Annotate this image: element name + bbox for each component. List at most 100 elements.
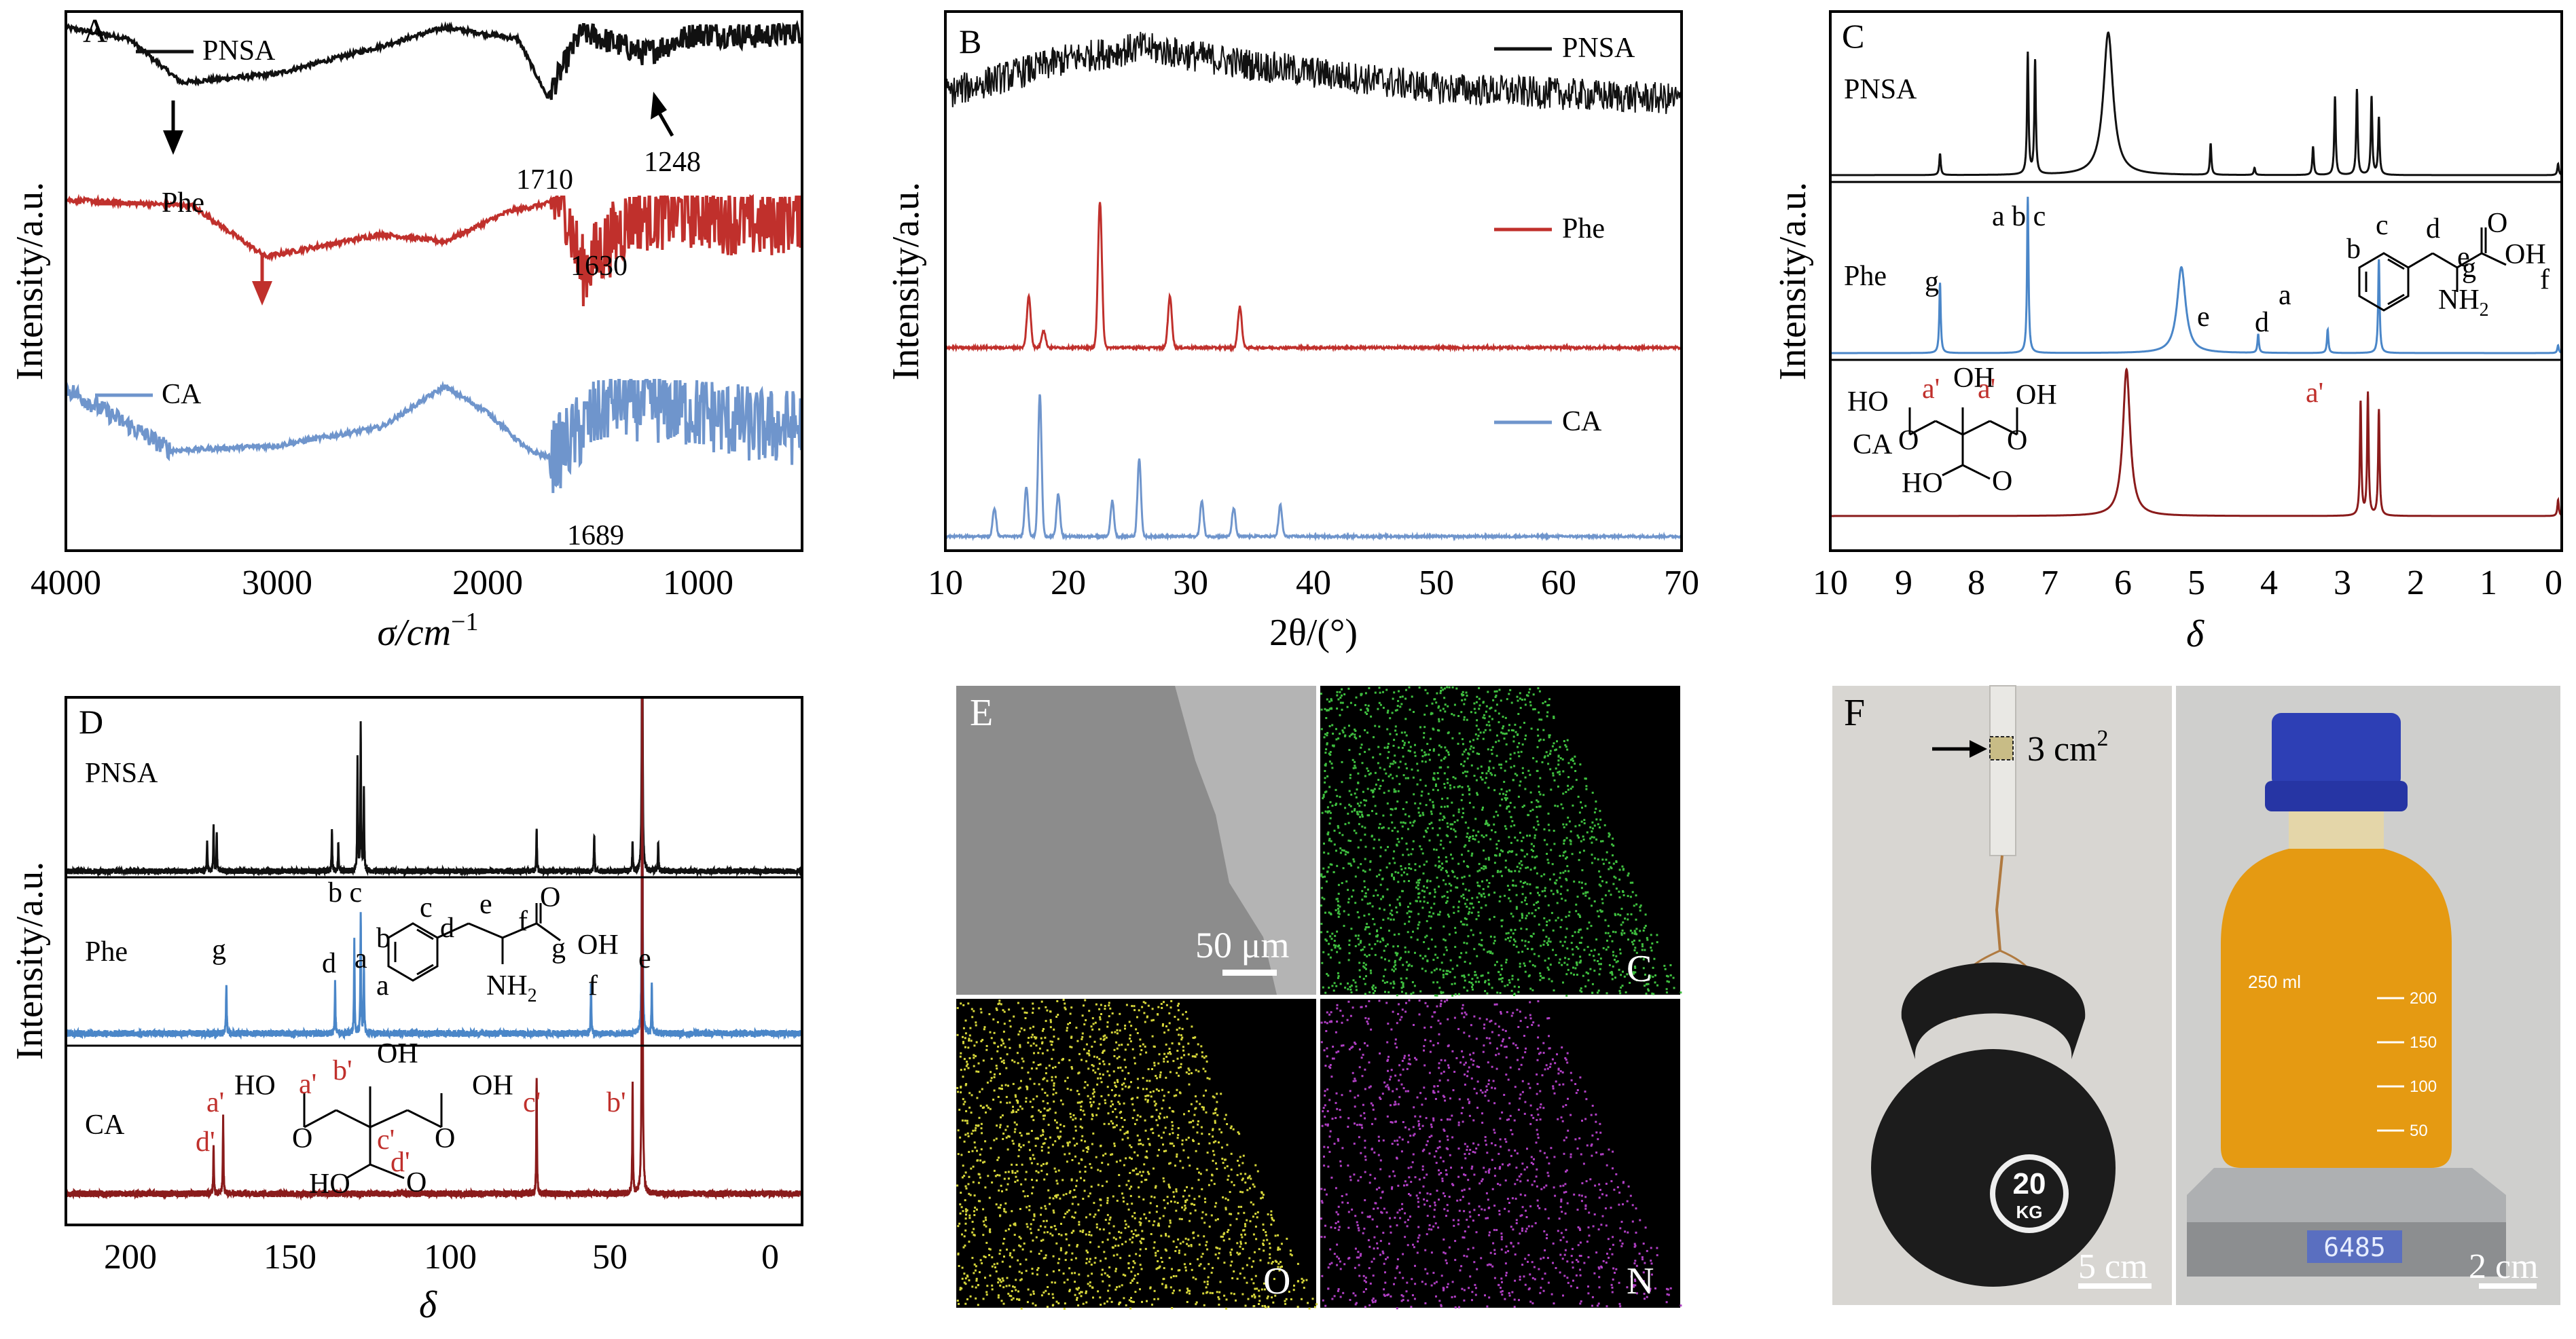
eds-dot [1437, 772, 1439, 774]
eds-dot [1413, 1126, 1415, 1128]
eds-dot [1135, 1253, 1137, 1255]
eds-dot [1347, 688, 1349, 690]
eds-dot [1354, 1295, 1356, 1297]
eds-dot [958, 1303, 960, 1305]
eds-dot [1612, 1268, 1614, 1270]
eds-dot [1159, 1113, 1161, 1115]
eds-dot [1599, 819, 1601, 821]
eds-dot [1009, 1047, 1011, 1049]
eds-dot [998, 1294, 1000, 1296]
eds-dot [1188, 1053, 1190, 1055]
eds-dot [1443, 879, 1445, 881]
eds-dot [1485, 773, 1487, 775]
c-ca-o-right: O [2007, 425, 2027, 456]
eds-dot [1570, 1114, 1572, 1116]
eds-dot [972, 1221, 974, 1223]
eds-dot [1536, 1175, 1538, 1177]
eds-dot [1622, 1182, 1625, 1184]
eds-dot [1394, 960, 1396, 962]
eds-dot [1622, 1203, 1624, 1205]
eds-dot [1097, 1209, 1100, 1211]
eds-dot [1241, 1236, 1243, 1239]
eds-dot [1542, 977, 1544, 979]
eds-dot [1229, 1251, 1231, 1253]
eds-dot [1429, 823, 1431, 825]
eds-dot [1414, 803, 1416, 805]
eds-dot [1597, 992, 1599, 994]
eds-dot [1163, 1031, 1165, 1033]
eds-dot [1645, 913, 1647, 915]
eds-dot [1451, 737, 1453, 739]
eds-dot [1000, 1124, 1002, 1126]
eds-dot [1269, 1243, 1271, 1245]
eds-dot [1231, 1277, 1233, 1279]
eds-dot [999, 1253, 1001, 1255]
eds-dot [1562, 1258, 1564, 1260]
eds-dot [1100, 1004, 1102, 1006]
eds-dot [1527, 1026, 1529, 1028]
eds-dot [1421, 889, 1423, 892]
eds-dot [1500, 1139, 1502, 1141]
eds-dot [996, 1124, 998, 1126]
eds-dot [1042, 1291, 1045, 1294]
eds-dot [1614, 959, 1616, 961]
eds-dot [1371, 834, 1373, 837]
eds-dot [1355, 875, 1357, 877]
eds-dot [996, 1065, 998, 1067]
eds-dot [1408, 880, 1410, 882]
eds-dot [1198, 1196, 1200, 1198]
eds-dot [1078, 1224, 1080, 1226]
eds-dot [1021, 1107, 1023, 1109]
eds-dot [962, 1267, 964, 1269]
eds-dot [1423, 941, 1425, 943]
eds-dot [1465, 888, 1467, 890]
eds-dot [1353, 860, 1355, 862]
eds-dot [1413, 1246, 1415, 1248]
eds-dot [1463, 897, 1465, 899]
eds-dot [1188, 1110, 1190, 1112]
eds-dot [1578, 837, 1580, 839]
eds-dot [1150, 1233, 1153, 1235]
eds-dot [1445, 856, 1447, 858]
eds-dot [1589, 968, 1591, 970]
eds-dot [1419, 779, 1421, 781]
eds-dot [1525, 1016, 1527, 1019]
eds-dot [1100, 1199, 1102, 1201]
eds-dot [1491, 1142, 1493, 1144]
eds-dot [1517, 866, 1519, 868]
eds-dot [968, 1092, 970, 1094]
eds-dot [1039, 1048, 1041, 1050]
eds-dot [1377, 940, 1379, 942]
eds-dot [1488, 768, 1490, 770]
eds-dot [1560, 757, 1562, 759]
eds-dot [1153, 1046, 1155, 1048]
eds-dot [1451, 995, 1453, 997]
eds-dot [1205, 1055, 1208, 1057]
eds-dot [1515, 885, 1517, 887]
eds-dot [1476, 881, 1479, 883]
eds-dot [1119, 1029, 1121, 1031]
eds-dot [1615, 1173, 1617, 1175]
eds-dot [1428, 793, 1430, 795]
eds-dot [1019, 1031, 1021, 1033]
eds-dot [1466, 832, 1468, 834]
eds-dot [1053, 1082, 1055, 1084]
eds-dot [1508, 1292, 1510, 1294]
eds-dot [1599, 973, 1601, 975]
eds-dot [1058, 1137, 1060, 1139]
eds-dot [1574, 763, 1576, 765]
eds-dot [1553, 1156, 1555, 1158]
eds-dot [1511, 978, 1513, 980]
eds-dot [1373, 1236, 1375, 1239]
eds-dot [1353, 1080, 1355, 1082]
eds-dot [1532, 757, 1534, 759]
eds-dot [1244, 1234, 1246, 1236]
eds-dot [1112, 1247, 1114, 1249]
eds-dot [1020, 1237, 1022, 1239]
eds-dot [1087, 1146, 1089, 1148]
eds-dot [1538, 786, 1540, 788]
eds-dot [1360, 1176, 1362, 1178]
eds-dot [1429, 839, 1431, 841]
eds-dot [1165, 1285, 1167, 1287]
eds-dot [1353, 979, 1355, 981]
